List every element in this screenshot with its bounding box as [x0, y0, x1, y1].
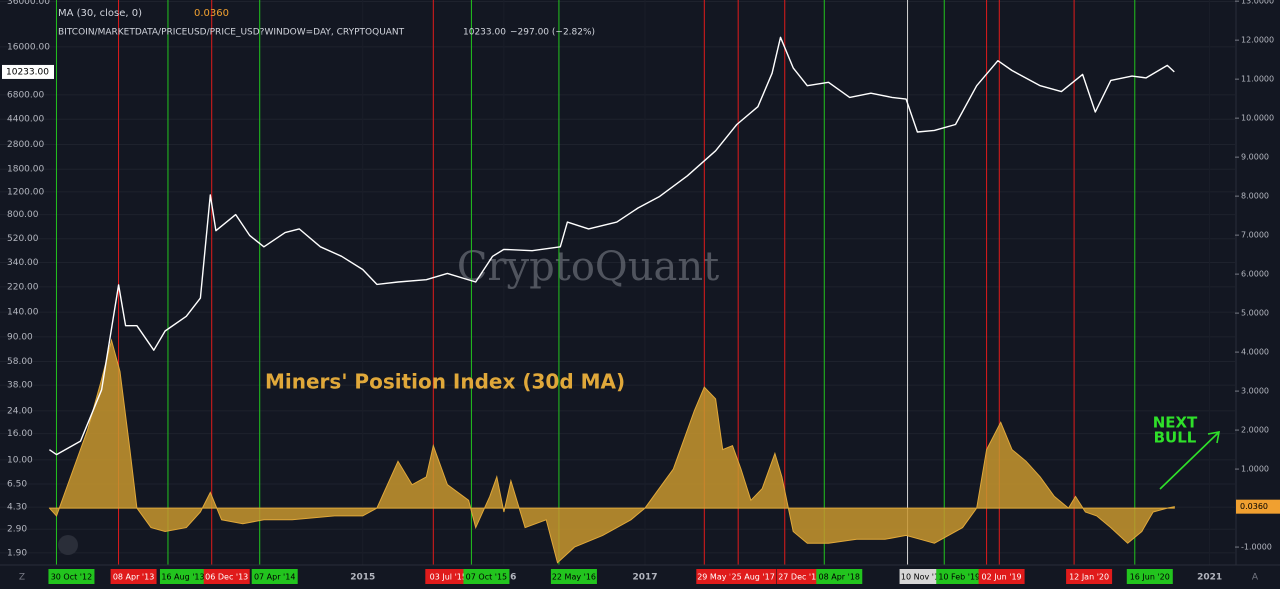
legend-indicator-value: 0.0360	[194, 8, 229, 19]
date-tag	[1126, 569, 1173, 584]
date-tag	[425, 569, 472, 584]
y-tick-label: 4400.00	[7, 115, 44, 125]
y2-tick-label: 4.0000	[1241, 348, 1269, 357]
legend-indicator: MA (30, close, 0)	[58, 8, 142, 19]
y2-tick-label: 13.0000	[1241, 0, 1274, 6]
price-line	[49, 36, 1175, 456]
y2-tick-label: 8.0000	[1241, 192, 1269, 201]
y-tick-label: 58.00	[7, 357, 33, 367]
date-tag	[936, 569, 983, 584]
date-tag-label: 08 Apr '13	[113, 573, 154, 582]
date-tag-label: 07 Oct '15	[466, 573, 507, 582]
date-tag	[463, 569, 510, 584]
date-tag	[48, 569, 95, 584]
y-tick-label: 140.00	[7, 308, 39, 318]
y-tick-label: 340.00	[7, 258, 39, 268]
y2-tick-label: 9.0000	[1241, 153, 1269, 162]
date-tag-label: 07 Apr '14	[254, 573, 295, 582]
date-tag	[203, 569, 250, 584]
y-tick-label: 2.90	[7, 525, 27, 535]
y2-tick-label: 7.0000	[1241, 231, 1269, 240]
date-tag-label: 10 Feb '19	[938, 573, 980, 582]
x-tick-label: 2017	[632, 573, 657, 583]
y-tick-label: 16.00	[7, 429, 33, 439]
y-tick-label: 16000.00	[7, 42, 50, 52]
y2-tick-label: 12.0000	[1241, 36, 1274, 45]
mpi-tag-label: 0.0360	[1240, 502, 1268, 511]
date-tag-label: 30 Oct '12	[51, 573, 92, 582]
legend-symbol: BITCOIN/MARKETDATA/PRICEUSD/PRICE_USD?WI…	[58, 28, 405, 38]
date-tag-label: 06 Dec '13	[205, 573, 248, 582]
y-tick-label: 520.00	[7, 234, 39, 244]
x-tick-label: 2015	[350, 573, 375, 583]
y-tick-label: 24.00	[7, 406, 33, 416]
y2-tick-label: 5.0000	[1241, 309, 1269, 318]
logo	[58, 535, 78, 555]
y-tick-label: 220.00	[7, 282, 39, 292]
y-tick-label: 800.00	[7, 210, 39, 220]
price-tag	[2, 64, 54, 79]
legend-last: 10233.00	[463, 28, 506, 38]
x-tick-label: 2021	[1197, 573, 1222, 583]
date-tag	[899, 569, 946, 584]
corner-icon[interactable]: Z	[19, 573, 25, 583]
y2-tick-label: 1.0000	[1241, 465, 1269, 474]
mpi-area	[48, 338, 1175, 564]
date-tag-label: 12 Jan '20	[1069, 573, 1109, 582]
series	[48, 36, 1175, 564]
date-tag	[776, 569, 823, 584]
y2-tick-label: 11.0000	[1241, 75, 1274, 84]
y-tick-label: 1.90	[7, 548, 27, 558]
date-tag-label: 16 Aug '13	[161, 573, 204, 582]
date-tag-label: 08 Apr '18	[819, 573, 860, 582]
date-tag-label: 29 May '17	[697, 573, 741, 582]
y2-tick-label: 10.0000	[1241, 114, 1274, 123]
y-tick-label: 90.00	[7, 332, 33, 342]
y2-tick-label: -1.0000	[1241, 543, 1272, 552]
y-tick-label: 1200.00	[7, 187, 44, 197]
date-tag	[251, 569, 298, 584]
arrow	[1159, 431, 1220, 490]
date-tag-label: 02 Jun '19	[982, 573, 1022, 582]
date-tag-label: 27 Dec '17	[778, 573, 821, 582]
date-tag	[110, 569, 157, 584]
date-tag-label: 25 Aug '17	[732, 573, 775, 582]
y2-tick-label: 3.0000	[1241, 387, 1269, 396]
date-tag	[159, 569, 206, 584]
annotation-title: Miners' Position Index (30d MA)	[265, 370, 625, 394]
date-tag	[816, 569, 863, 584]
date-tag-label: 03 Jul '15	[430, 573, 467, 582]
price-tag-label: 10233.00	[6, 67, 49, 77]
watermark: CryptoQuant	[457, 244, 719, 290]
y-tick-label: 38.00	[7, 381, 33, 391]
corner-icon[interactable]: A	[1252, 573, 1259, 583]
legend-change: −297.00 (−2.82%)	[510, 28, 595, 38]
annotation: BULL	[1154, 429, 1197, 447]
y-tick-label: 6.50	[7, 480, 27, 490]
annotation: NEXT	[1153, 414, 1198, 432]
y2-tick-label: 2.0000	[1241, 426, 1269, 435]
y-tick-label: 36000.00	[7, 0, 50, 7]
date-tag	[1066, 569, 1113, 584]
date-tag-label: 10 Nov '18	[901, 573, 944, 582]
y-tick-label: 6800.00	[7, 90, 44, 100]
date-tag	[730, 569, 777, 584]
date-tag	[978, 569, 1025, 584]
y-tick-label: 1800.00	[7, 165, 44, 175]
mpi-tag	[1236, 499, 1280, 514]
y-tick-label: 2800.00	[7, 140, 44, 150]
y-tick-label: 10.00	[7, 455, 33, 465]
date-tag	[550, 569, 597, 584]
date-tag-label: 22 May '16	[552, 573, 596, 582]
y2-tick-label: 6.0000	[1241, 270, 1269, 279]
y-tick-label: 4.30	[7, 503, 27, 513]
date-tag-label: 16 Jun '20	[1130, 573, 1170, 582]
